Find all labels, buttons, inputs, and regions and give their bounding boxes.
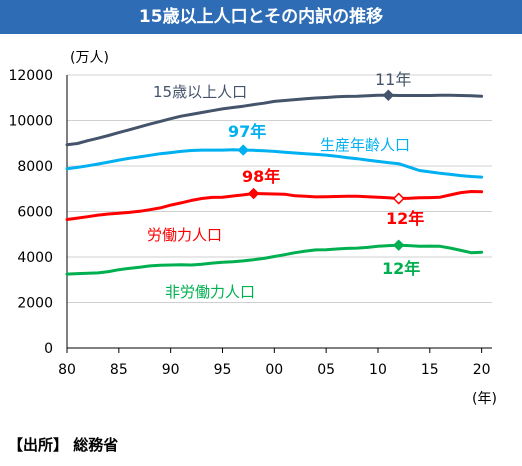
x-tick-label: 85 <box>110 362 128 378</box>
annotation-labor-98: 98年 <box>242 167 280 186</box>
peak-marker-0 <box>382 89 395 101</box>
chart-title: 15歳以上人口とその内訳の推移 <box>0 0 522 34</box>
y-tick-label: 4000 <box>17 250 53 266</box>
series-layer <box>65 89 484 276</box>
y-tick-label: 6000 <box>17 205 53 221</box>
y-tick-label: 12000 <box>8 68 53 84</box>
x-tick-label: 80 <box>58 362 76 378</box>
y-tick-label: 10000 <box>8 114 53 130</box>
peak-marker-4 <box>393 239 405 251</box>
x-tick-label: 90 <box>162 362 180 378</box>
series-label-labor-force: 労働力人口 <box>147 226 222 244</box>
series-line-3 <box>65 243 484 276</box>
series-line-2 <box>65 190 484 221</box>
x-tick-label: 15 <box>421 362 439 378</box>
x-tick-label: 05 <box>317 362 335 378</box>
y-axis-label: (万人) <box>70 50 109 66</box>
annotation-nonlabor-12: 12年 <box>382 259 420 278</box>
y-tick-label: 0 <box>44 341 53 357</box>
source-note: 【出所】 総務省 <box>8 436 119 454</box>
x-tick-label: 95 <box>214 362 232 378</box>
peak-marker-1 <box>237 144 249 156</box>
peak-marker-2 <box>247 187 260 200</box>
peak-marker-3 <box>392 192 405 205</box>
y-tick-label: 8000 <box>17 159 53 175</box>
x-tick-label: 00 <box>265 362 283 378</box>
series-label-non-labor: 非労働力人口 <box>165 283 255 301</box>
series-line-1 <box>65 148 484 179</box>
series-labels: 15歳以上人口 生産年齢人口 労働力人口 非労働力人口 11年 97年 98年 … <box>147 70 424 301</box>
x-axis-unit: (年) <box>472 391 497 407</box>
series-label-15plus: 15歳以上人口 <box>153 83 247 101</box>
series-label-working-age: 生産年齢人口 <box>320 136 410 154</box>
y-tick-label: 2000 <box>17 296 53 312</box>
x-tick-label: 20 <box>473 362 491 378</box>
x-tick-label: 10 <box>369 362 387 378</box>
annotation-working-97: 97年 <box>228 122 266 141</box>
annotation-labor-12: 12年 <box>386 209 424 228</box>
series-line-0 <box>65 93 484 147</box>
annotation-15plus-11: 11年 <box>375 70 411 89</box>
